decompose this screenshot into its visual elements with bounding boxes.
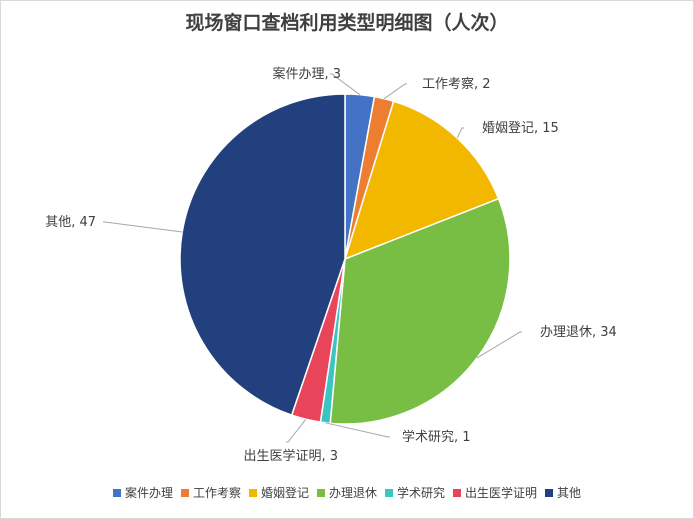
legend-swatch [545,488,554,497]
data-label-case: 案件办理, 3 [272,67,341,82]
leader-line-research [325,422,390,438]
legend-swatch [453,488,462,497]
leader-line-other [103,221,183,233]
chart-title: 现场窗口查档利用类型明细图（人次） [185,12,509,34]
data-label-marriage: 婚姻登记, 15 [482,121,559,136]
data-label-birth-cert: 出生医学证明, 3 [243,448,338,464]
data-label-other: 其他, 47 [45,215,96,230]
data-label-retirement: 办理退休, 34 [540,325,617,340]
legend-label: 工作考察 [192,486,241,500]
legend-swatch [180,488,189,497]
data-label-inspection: 工作考察, 2 [422,77,491,92]
legend-swatch [112,488,121,497]
data-label-research: 学术研究, 1 [402,429,471,445]
legend-item-birth-cert: 出生医学证明 [453,484,537,501]
leader-line-marriage [456,127,464,139]
legend-item-marriage: 婚姻登记 [248,484,309,501]
legend-label: 其他 [557,486,582,500]
legend-label: 婚姻登记 [260,486,309,500]
legend-label: 出生医学证明 [465,486,538,500]
legend-item-retirement: 办理退休 [316,484,377,501]
legend-item-other: 其他 [545,484,581,501]
leader-line-inspection [383,83,407,100]
chart-legend: 案件办理 工作考察 婚姻登记 办理退休 学术研究 出生医学证明 其他 [0,484,694,501]
legend-swatch [316,488,325,497]
leader-line-birth-cert [286,418,307,443]
legend-label: 案件办理 [124,486,173,500]
legend-swatch [385,488,393,497]
legend-item-research: 学术研究 [385,484,445,501]
legend-label: 学术研究 [397,486,446,500]
leader-line-retirement [476,331,522,359]
legend-label: 办理退休 [328,486,377,500]
legend-swatch [248,488,257,497]
legend-item-case: 案件办理 [112,484,173,501]
legend-item-inspection: 工作考察 [180,484,241,501]
leader-line-case [330,73,361,96]
